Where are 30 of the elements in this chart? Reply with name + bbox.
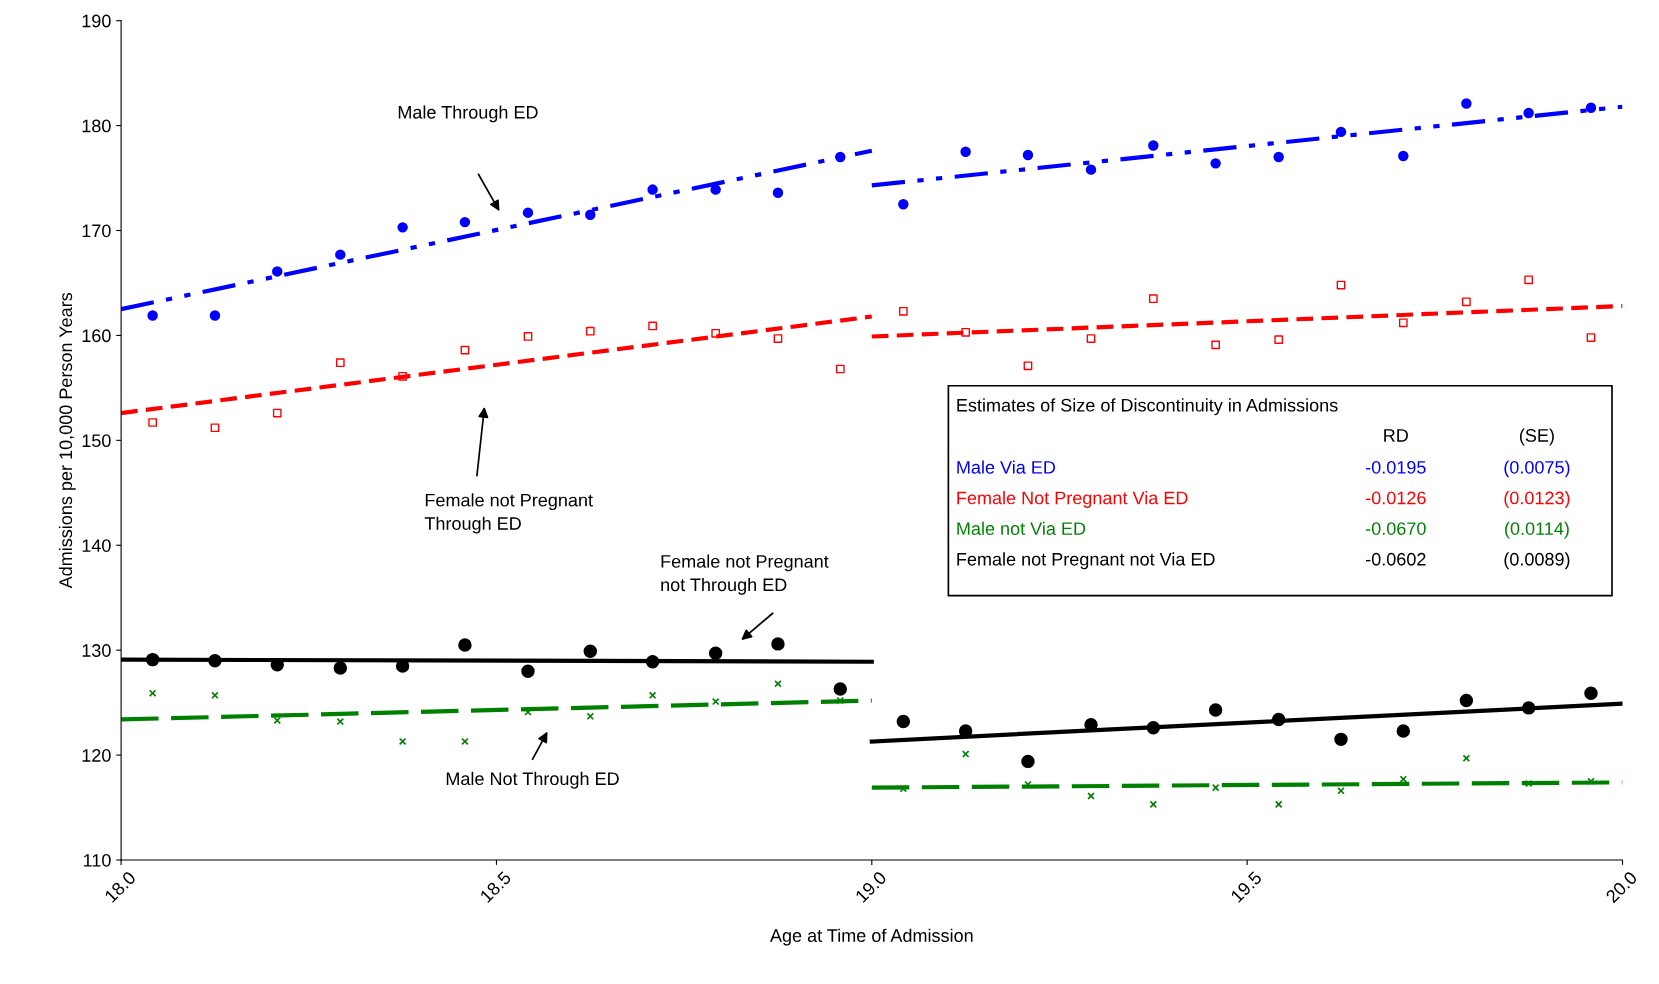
annotation: -0.0670 (1365, 522, 1426, 535)
y-tick-label: 170 (82, 224, 111, 238)
annotation: Male Through ED (398, 105, 538, 123)
annotation: Female not Pregnant not Through ED (661, 554, 829, 595)
annotation: (0.0075) (1504, 460, 1570, 478)
annotation: (0.0114) (1505, 521, 1569, 539)
annotation: Estimates of Size of Discontinuity in Admissions (957, 398, 1338, 416)
annotation: Female Not Pregnant Via ED (957, 491, 1188, 508)
annotation: RD (1384, 429, 1408, 442)
y-axis-title: Admissions per 10,000 Person Years (58, 292, 76, 589)
annotation: -0.0195 (1365, 460, 1426, 474)
y-tick-label: 180 (82, 119, 111, 133)
y-tick-label: 160 (82, 329, 111, 343)
y-tick-label: 150 (82, 434, 111, 448)
annotation: Male Via ED (957, 460, 1056, 474)
annotation: (0.0123) (1504, 491, 1570, 508)
annotation: (SE) (1519, 428, 1554, 446)
annotation: (0.0089) (1504, 552, 1570, 570)
annotation: Male Not Through ED (446, 771, 619, 789)
annotation: Female not Pregnant not Via ED (957, 552, 1215, 570)
annotation: Male not Via ED (957, 521, 1086, 535)
annotation: Female not Pregnant Through ED (424, 493, 593, 534)
y-tick-label: 110 (83, 853, 111, 867)
annotation: -0.0602 (1365, 552, 1426, 566)
annotation: -0.0126 (1365, 491, 1426, 505)
y-tick-label: 120 (82, 749, 111, 762)
y-tick-label: 130 (82, 644, 111, 657)
y-tick-label: 140 (82, 539, 111, 552)
y-tick-label: 190 (82, 14, 111, 28)
x-axis-title: Age at Time of Admission (769, 928, 973, 946)
